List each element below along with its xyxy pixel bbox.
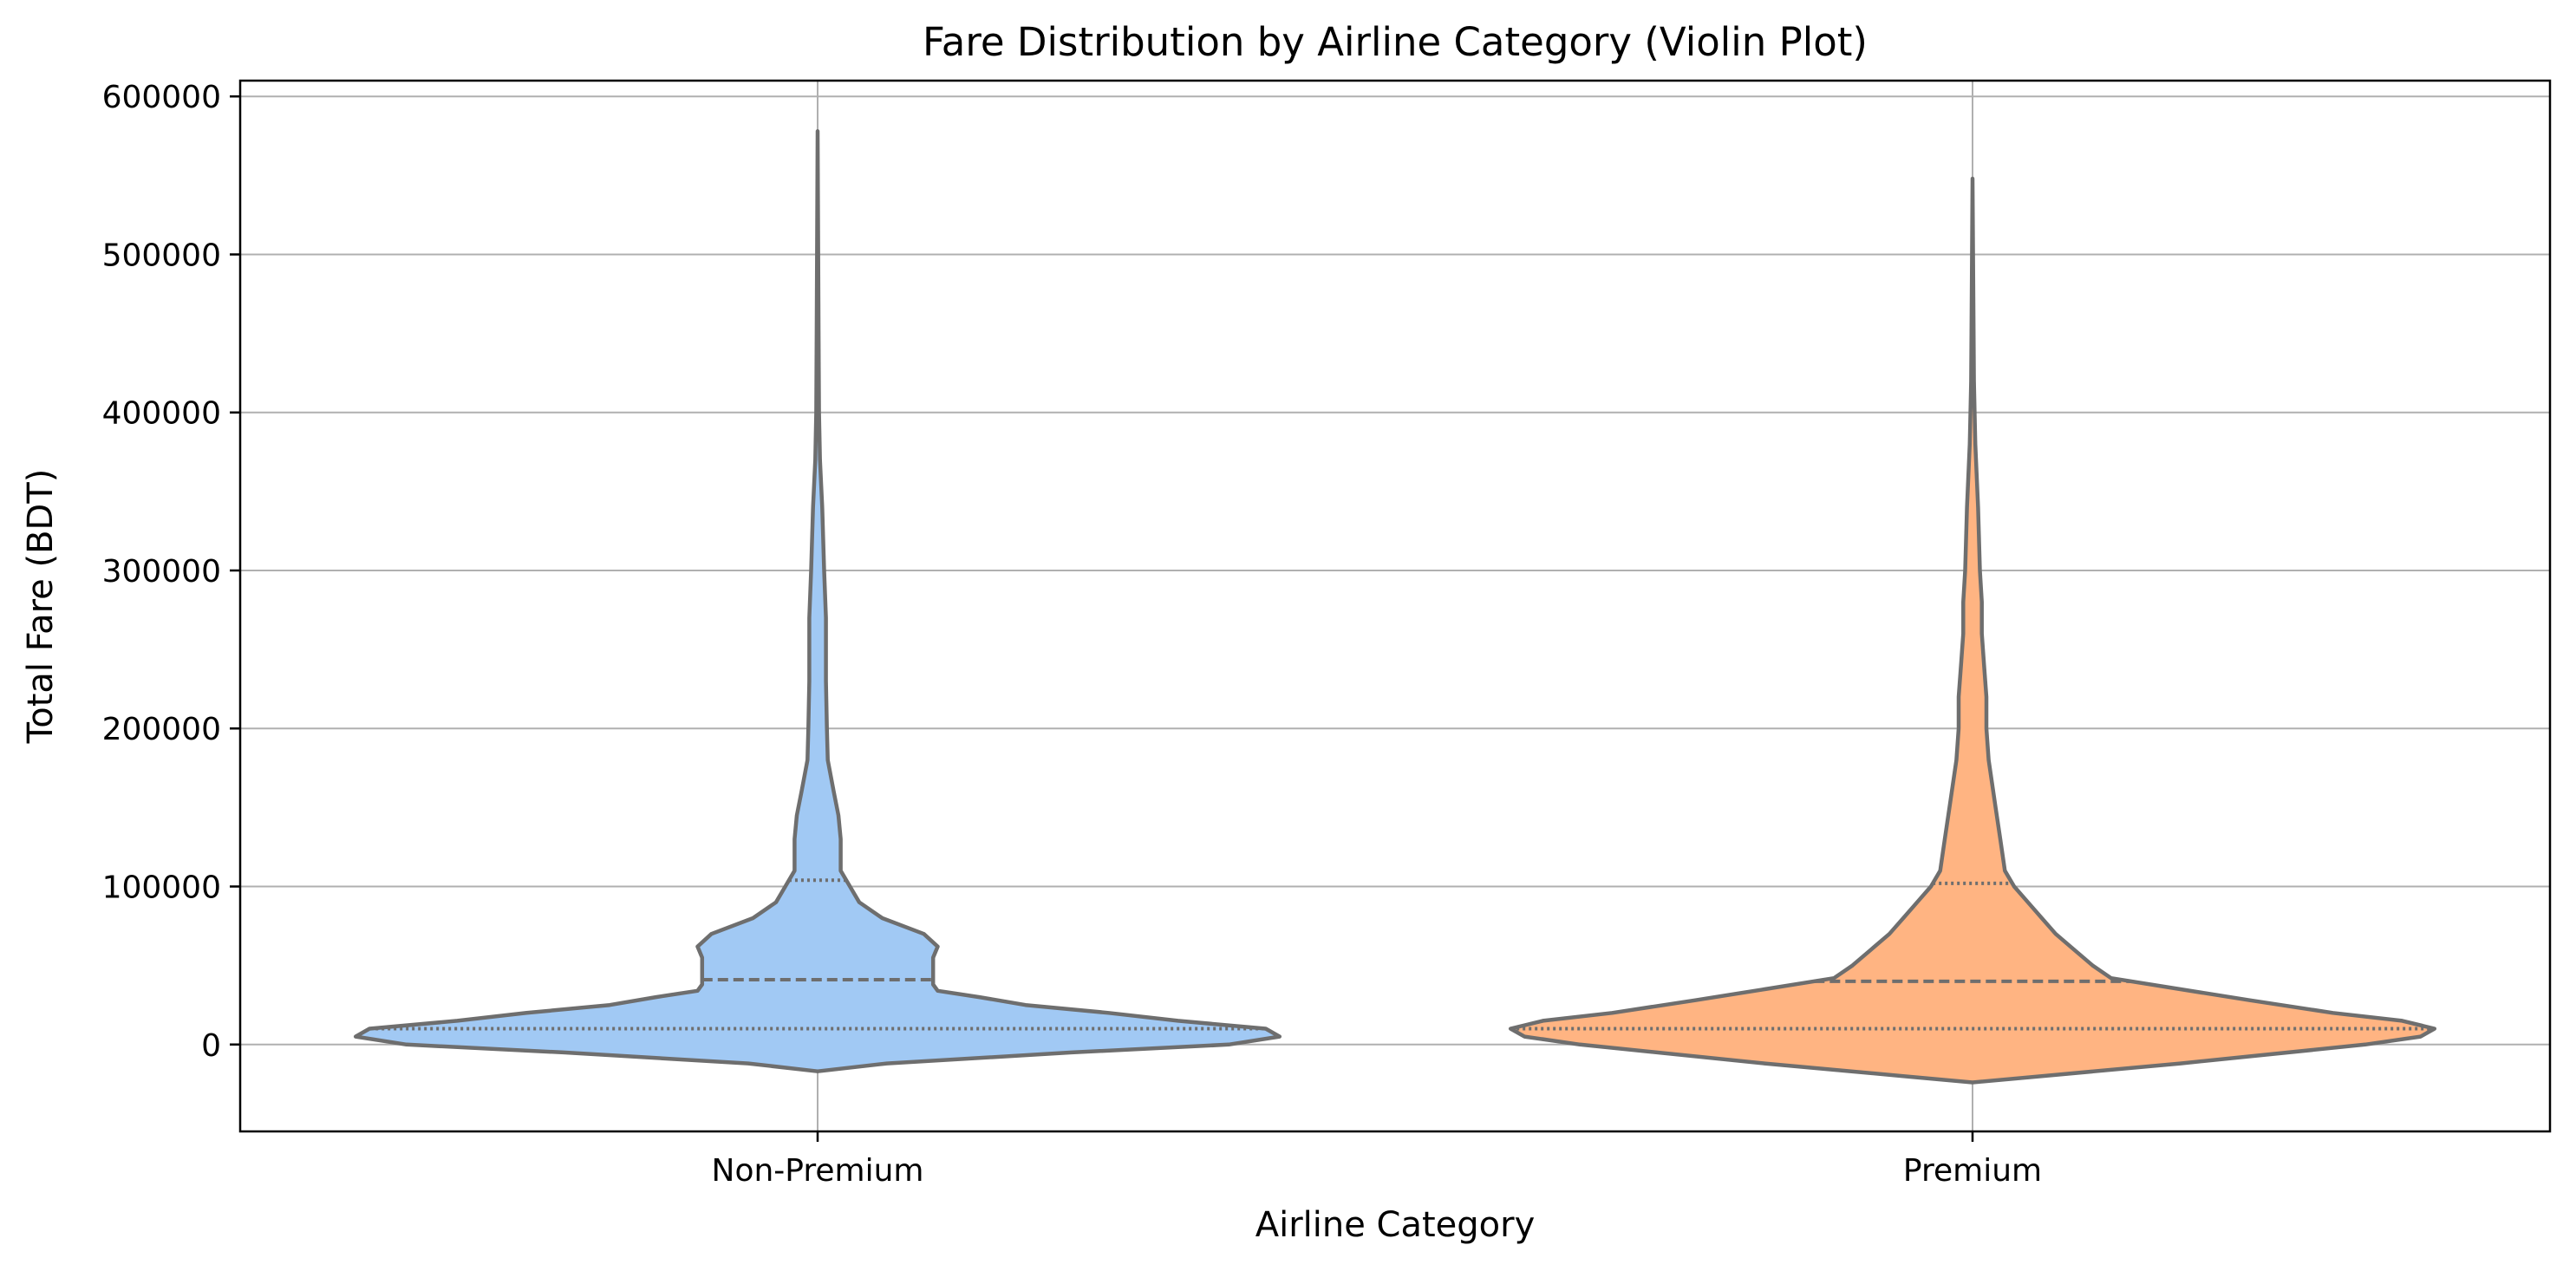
x-tick-label: Non-Premium: [712, 1153, 924, 1189]
y-tick-label: 500000: [102, 238, 221, 273]
plot-frame: [238, 79, 2552, 1133]
grid-lines: [240, 81, 2550, 1131]
y-axis-title: Total Fare (BDT): [21, 469, 61, 745]
violin-non-premium: [353, 129, 1282, 1073]
chart-title: Fare Distribution by Airline Category (V…: [923, 19, 1868, 65]
y-tick-label: 0: [201, 1028, 221, 1064]
y-tick-label: 200000: [102, 712, 221, 747]
y-tick-label: 600000: [102, 80, 221, 115]
x-axis-title: Airline Category: [1255, 1205, 1536, 1245]
y-axis-ticks: 0 100000 200000 300000 400000 500000 600000: [102, 80, 240, 1064]
y-tick-label: 300000: [102, 554, 221, 590]
violins-layer: [353, 129, 2437, 1085]
violin-premium: [1508, 176, 2437, 1085]
y-tick-label: 400000: [102, 396, 221, 432]
y-tick-label: 100000: [102, 870, 221, 906]
x-tick-label: Premium: [1903, 1153, 2042, 1189]
x-axis-ticks: Non-Premium Premium: [712, 1131, 2042, 1189]
violin-body: [1508, 176, 2437, 1085]
violin-body: [353, 129, 1282, 1073]
